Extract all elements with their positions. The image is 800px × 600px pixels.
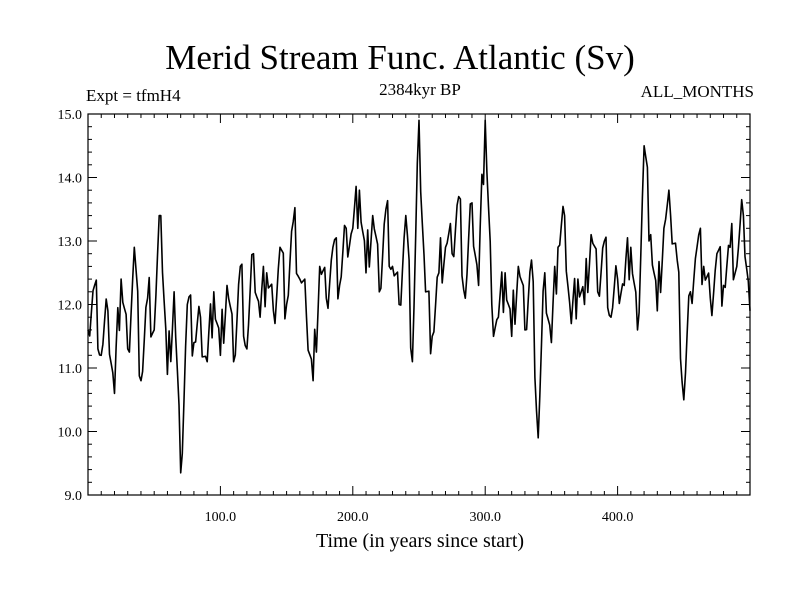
chart-subtitle: 2384kyr BP: [379, 80, 461, 99]
chart-title: Merid Stream Func. Atlantic (Sv): [165, 38, 635, 77]
x-tick-label: 400.0: [602, 510, 634, 525]
experiment-label: Expt = tfmH4: [86, 86, 181, 105]
y-tick-label: 12.0: [58, 299, 83, 314]
y-tick-label: 13.0: [58, 235, 83, 250]
series-line-amoc: [87, 119, 751, 474]
y-tick-label: 14.0: [58, 172, 83, 187]
y-tick-label: 9.0: [65, 489, 83, 504]
x-tick-label: 300.0: [469, 510, 501, 525]
y-tick-label: 15.0: [58, 108, 83, 123]
x-axis-ticks: 100.0 200.0 300.0 400.0: [100, 114, 738, 525]
x-axis-label: Time (in years since start): [315, 530, 525, 552]
y-tick-label: 11.0: [58, 362, 82, 377]
x-tick-label: 100.0: [205, 510, 237, 525]
y-axis-ticks: 9.0 10.0 11.0 12.0 13.0 14.0 15.0: [58, 108, 750, 504]
x-tick-label: 200.0: [337, 510, 369, 525]
y-tick-label: 10.0: [58, 426, 83, 441]
period-label: ALL_MONTHS: [640, 82, 754, 101]
